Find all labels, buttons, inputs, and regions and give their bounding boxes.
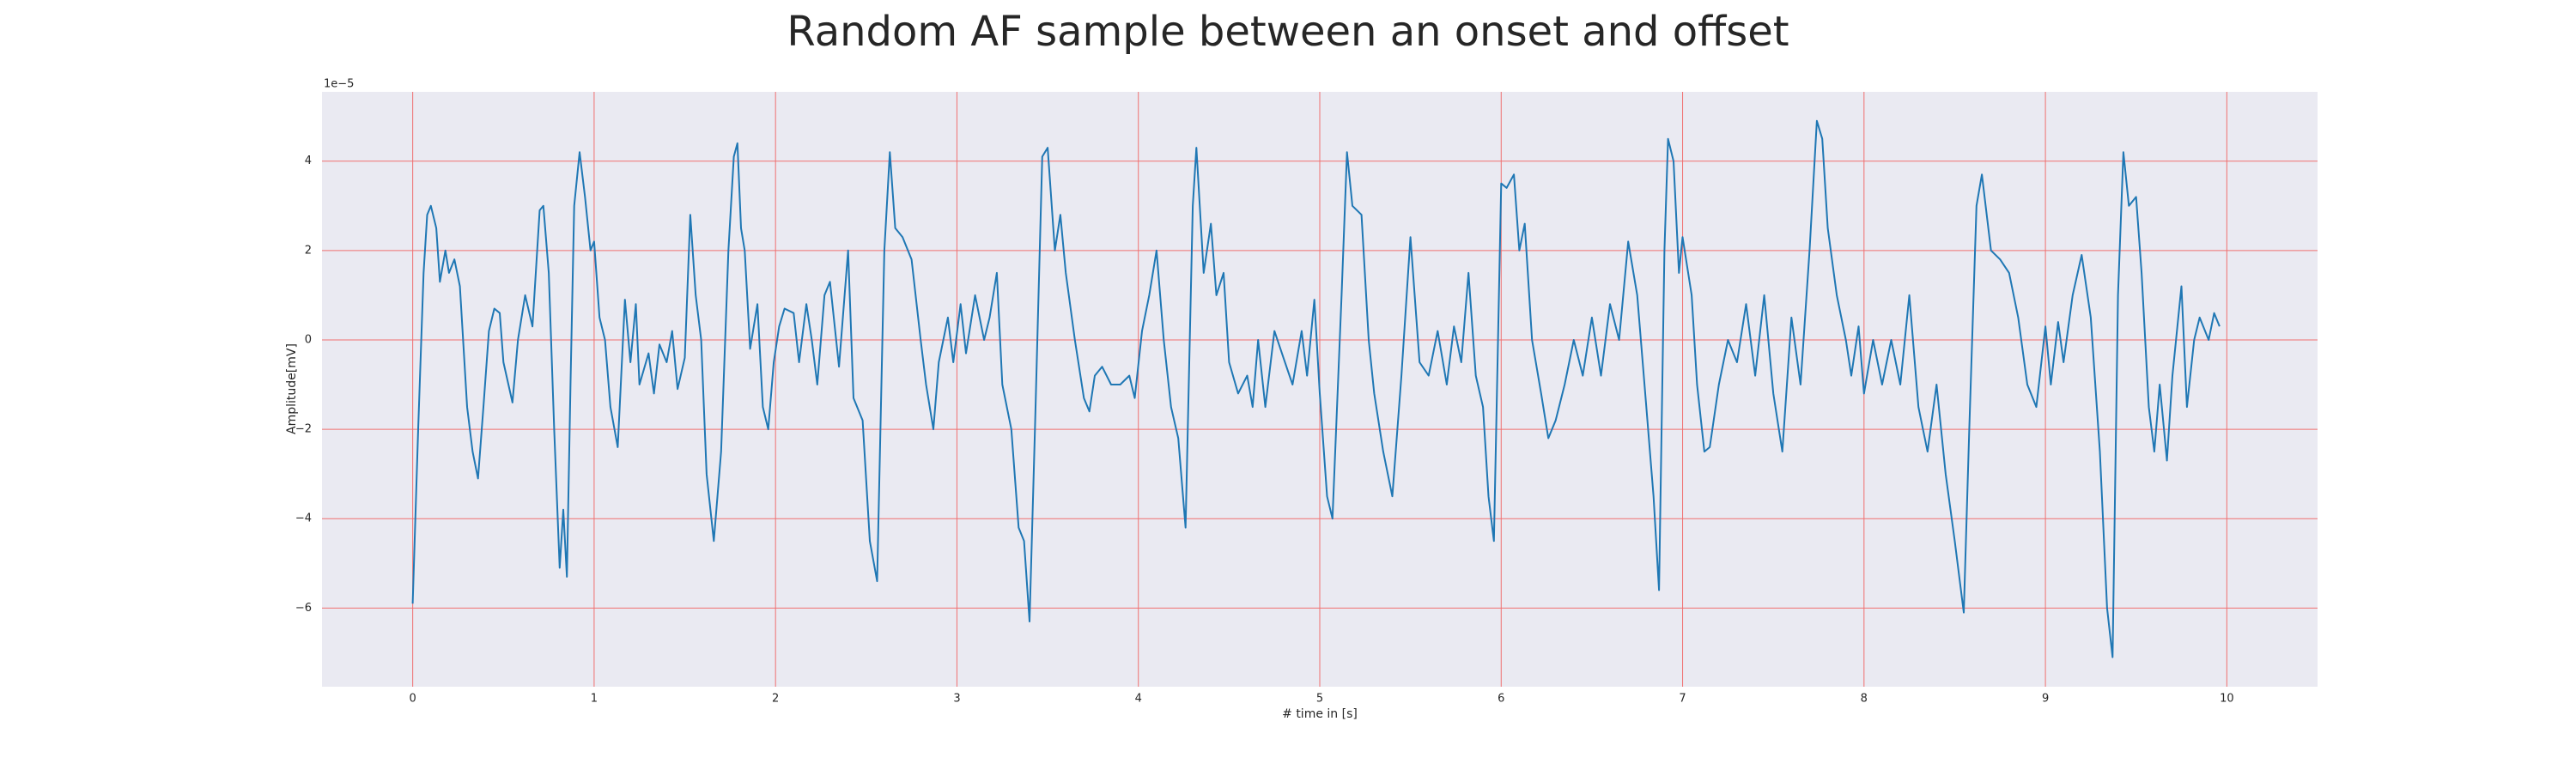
x-tick-label: 9 xyxy=(2042,693,2049,706)
y-tick-label: 0 xyxy=(305,333,312,346)
x-tick-label: 3 xyxy=(953,693,960,706)
x-axis-label: # time in [s] xyxy=(1282,707,1358,721)
y-tick-label: 2 xyxy=(305,244,312,257)
x-tick-label: 2 xyxy=(772,693,779,706)
data-line xyxy=(411,119,2221,658)
chart-title: Random AF sample between an onset and of… xyxy=(787,8,1789,56)
x-tick-label: 7 xyxy=(1679,693,1686,706)
y-tick-label: −2 xyxy=(295,423,312,436)
y-tick-label: −4 xyxy=(295,512,312,525)
x-tick-label: 5 xyxy=(1316,693,1323,706)
y-tick-label: −6 xyxy=(295,602,312,615)
y-tick-label: 4 xyxy=(305,155,312,167)
x-tick-label: 8 xyxy=(1861,693,1868,706)
x-tick-label: 10 xyxy=(2220,693,2234,706)
x-tick-label: 0 xyxy=(409,693,416,706)
y-axis-label: Amplitude[mV] xyxy=(285,343,299,434)
x-tick-label: 4 xyxy=(1135,693,1142,706)
x-tick-label: 6 xyxy=(1498,693,1504,706)
y-offset-label: 1e−5 xyxy=(324,78,354,91)
x-tick-label: 1 xyxy=(591,693,598,706)
